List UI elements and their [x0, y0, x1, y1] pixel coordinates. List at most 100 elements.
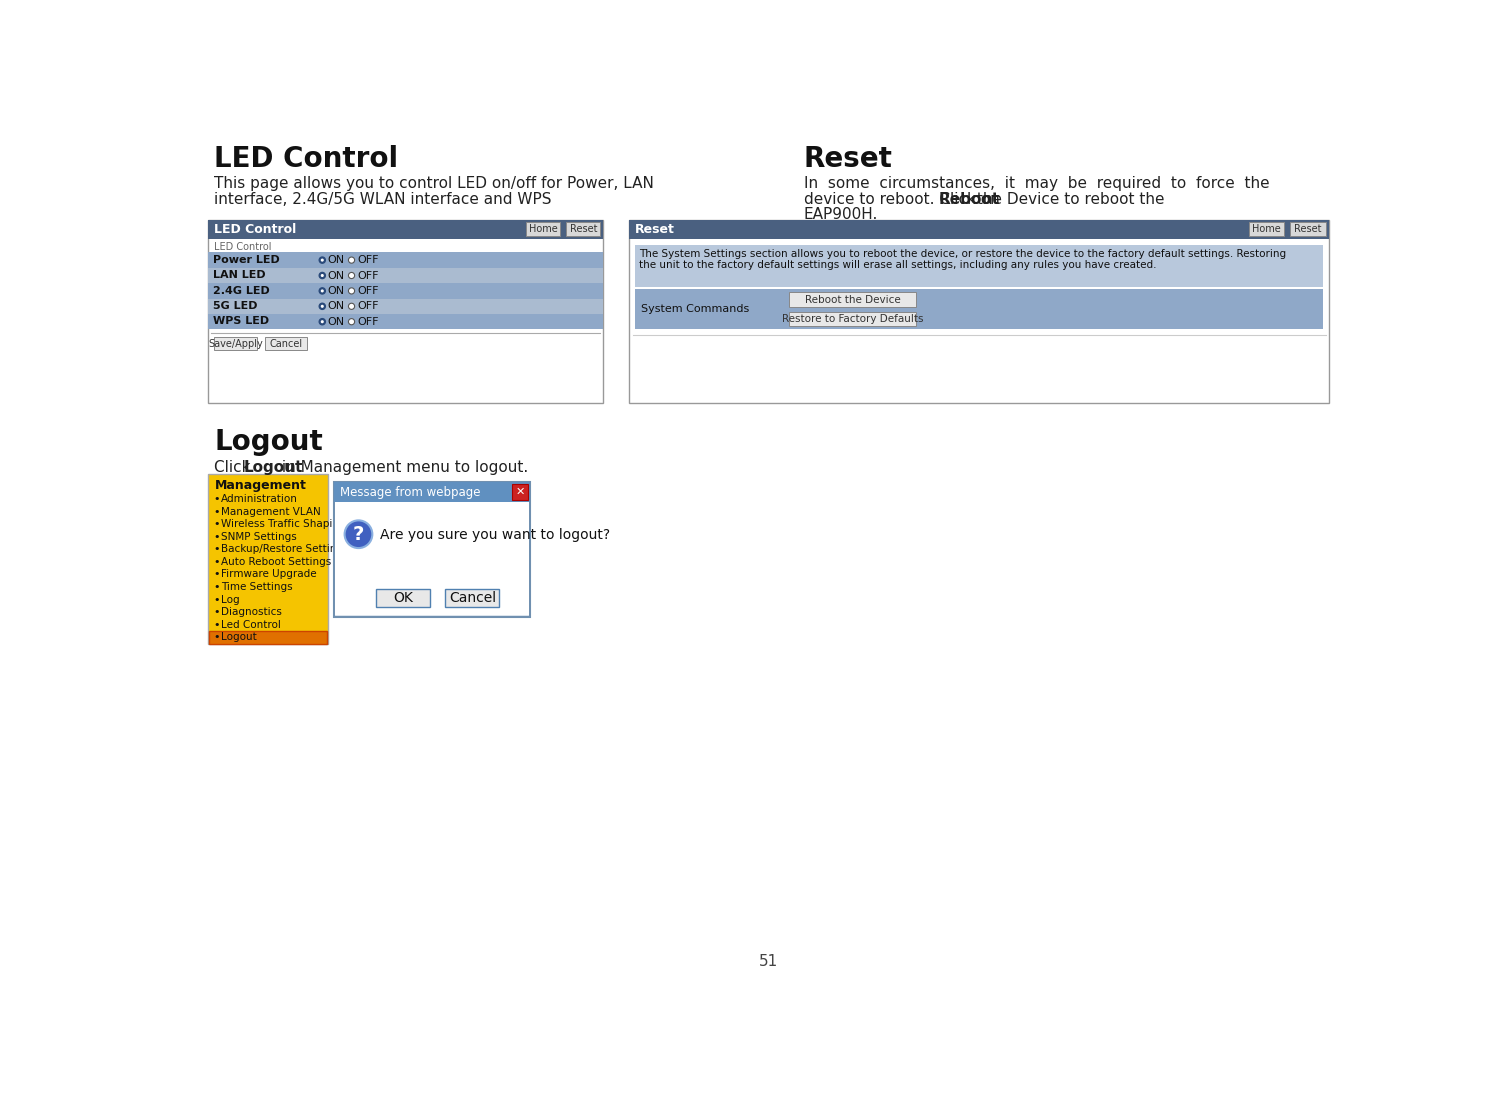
Text: device to reboot. Click on: device to reboot. Click on: [803, 192, 1004, 206]
Text: •: •: [213, 545, 221, 555]
Circle shape: [348, 319, 354, 324]
Text: ON: ON: [327, 255, 345, 265]
Text: Restore to Factory Defaults: Restore to Factory Defaults: [782, 315, 923, 324]
Text: LED Control: LED Control: [215, 224, 297, 236]
Circle shape: [348, 288, 354, 294]
Text: •: •: [213, 582, 221, 592]
Text: Power LED: Power LED: [213, 254, 279, 265]
Bar: [635, 244, 1324, 287]
Text: OFF: OFF: [357, 301, 378, 311]
Text: OFF: OFF: [357, 271, 378, 281]
Bar: [512, 484, 528, 500]
Text: interface, 2.4G/5G WLAN interface and WPS: interface, 2.4G/5G WLAN interface and WP…: [215, 192, 552, 206]
Text: Time Settings: Time Settings: [221, 582, 293, 592]
Text: WPS LED: WPS LED: [213, 317, 269, 327]
Bar: [209, 252, 603, 267]
Text: System Commands: System Commands: [641, 304, 749, 313]
Text: Backup/Restore Settings: Backup/Restore Settings: [221, 545, 348, 555]
Bar: [209, 315, 603, 330]
Circle shape: [321, 289, 324, 293]
Bar: [209, 475, 327, 643]
Bar: [209, 267, 603, 283]
Circle shape: [320, 319, 326, 324]
Circle shape: [348, 304, 354, 309]
Circle shape: [321, 320, 324, 323]
Circle shape: [345, 521, 372, 548]
Bar: [527, 222, 560, 237]
Bar: [333, 482, 530, 502]
Circle shape: [321, 305, 324, 308]
Text: Reset: Reset: [569, 225, 597, 235]
Text: LED Control: LED Control: [215, 146, 399, 173]
Text: the unit to the factory default settings will erase all settings, including any : the unit to the factory default settings…: [639, 260, 1156, 270]
Text: Cancel: Cancel: [269, 339, 302, 349]
Text: Wireless Traffic Shaping: Wireless Traffic Shaping: [221, 520, 345, 529]
Bar: [264, 338, 306, 351]
Text: 2.4G LED: 2.4G LED: [213, 286, 270, 296]
Text: OFF: OFF: [357, 255, 378, 265]
Bar: [209, 298, 603, 315]
Text: ?: ?: [353, 525, 365, 544]
Text: Are you sure you want to logout?: Are you sure you want to logout?: [380, 528, 609, 543]
Text: Reboot the Device: Reboot the Device: [805, 295, 901, 305]
Circle shape: [348, 273, 354, 278]
Text: Logout: Logout: [221, 632, 257, 642]
Text: •: •: [213, 632, 221, 642]
Text: Message from webpage: Message from webpage: [341, 486, 480, 499]
Text: OK: OK: [393, 591, 413, 605]
Text: 51: 51: [760, 954, 779, 969]
Bar: [209, 220, 603, 403]
Bar: [566, 222, 600, 237]
Text: Led Control: Led Control: [221, 619, 281, 630]
Bar: [629, 220, 1330, 403]
Bar: [790, 311, 916, 327]
Text: OFF: OFF: [357, 286, 378, 296]
Text: ✕: ✕: [515, 487, 525, 496]
Bar: [446, 589, 500, 607]
Text: the Device to reboot the: the Device to reboot the: [973, 192, 1165, 206]
Text: Reboot: Reboot: [938, 192, 1000, 206]
Text: Reset: Reset: [803, 146, 893, 173]
Text: Firmware Upgrade: Firmware Upgrade: [221, 570, 317, 580]
Bar: [635, 288, 1324, 329]
Text: •: •: [213, 506, 221, 516]
Bar: [209, 283, 603, 298]
Text: Logout: Logout: [245, 460, 303, 476]
Bar: [209, 631, 327, 643]
Text: 5G LED: 5G LED: [213, 301, 258, 311]
Circle shape: [321, 259, 324, 262]
Text: •: •: [213, 532, 221, 541]
Text: Click: Click: [215, 460, 255, 476]
Bar: [629, 220, 1330, 239]
Text: •: •: [213, 607, 221, 617]
Text: Logout: Logout: [215, 427, 323, 456]
Circle shape: [320, 273, 326, 278]
Circle shape: [348, 258, 354, 263]
Text: Administration: Administration: [221, 494, 297, 504]
Circle shape: [320, 288, 326, 294]
Bar: [215, 338, 257, 351]
Text: Management: Management: [215, 479, 306, 492]
Text: •: •: [213, 557, 221, 567]
Text: •: •: [213, 570, 221, 580]
Bar: [1249, 222, 1283, 237]
Text: LED Control: LED Control: [215, 241, 272, 252]
Bar: [377, 589, 431, 607]
Text: Reset: Reset: [1294, 225, 1321, 235]
Bar: [790, 293, 916, 307]
Text: Log: Log: [221, 594, 239, 605]
Text: Home: Home: [528, 225, 558, 235]
Text: Save/Apply: Save/Apply: [209, 339, 263, 349]
Text: ON: ON: [327, 286, 345, 296]
Text: ON: ON: [327, 317, 345, 327]
Bar: [1291, 222, 1325, 237]
Text: Cancel: Cancel: [449, 591, 495, 605]
Text: Home: Home: [1252, 225, 1280, 235]
Text: EAP900H.: EAP900H.: [803, 207, 878, 222]
Bar: [335, 502, 528, 615]
Text: •: •: [213, 619, 221, 630]
Text: Reset: Reset: [635, 224, 675, 236]
Circle shape: [320, 304, 326, 309]
Circle shape: [320, 258, 326, 263]
Text: Diagnostics: Diagnostics: [221, 607, 282, 617]
